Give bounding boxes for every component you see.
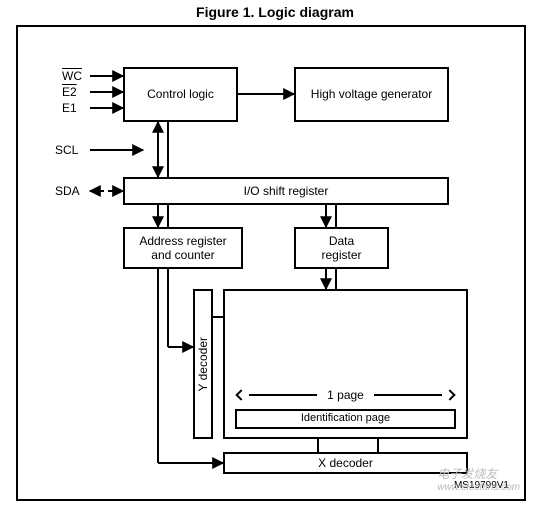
- y-decoder-label: Y decoder: [196, 337, 210, 392]
- signal-e2: E2: [62, 85, 77, 99]
- signal-e1: E1: [62, 101, 77, 115]
- page-label: 1 page: [321, 388, 370, 402]
- figure-title: Figure 1. Logic diagram: [0, 4, 550, 20]
- signal-sda: SDA: [55, 184, 80, 198]
- block-x-decoder: X decoder: [223, 452, 468, 474]
- signal-scl: SCL: [55, 143, 78, 157]
- block-address-register: Address register and counter: [123, 227, 243, 269]
- block-control-logic: Control logic: [123, 67, 238, 122]
- block-hv-generator: High voltage generator: [294, 67, 449, 122]
- page: Figure 1. Logic diagram WC E2 E1 SCL SDA…: [0, 0, 550, 511]
- block-io-shift-register: I/O shift register: [123, 177, 449, 205]
- diagram-frame: WC E2 E1 SCL SDA Control logic High volt…: [16, 25, 526, 501]
- block-data-register: Data register: [294, 227, 389, 269]
- signal-wc: WC: [62, 69, 82, 83]
- ms-id: MS19799V1: [454, 480, 509, 491]
- identification-page: Identification page: [235, 409, 456, 429]
- block-memory-array: 1 page Identification page: [223, 289, 468, 439]
- page-marker: 1 page: [235, 387, 456, 403]
- block-y-decoder: Y decoder: [193, 289, 213, 439]
